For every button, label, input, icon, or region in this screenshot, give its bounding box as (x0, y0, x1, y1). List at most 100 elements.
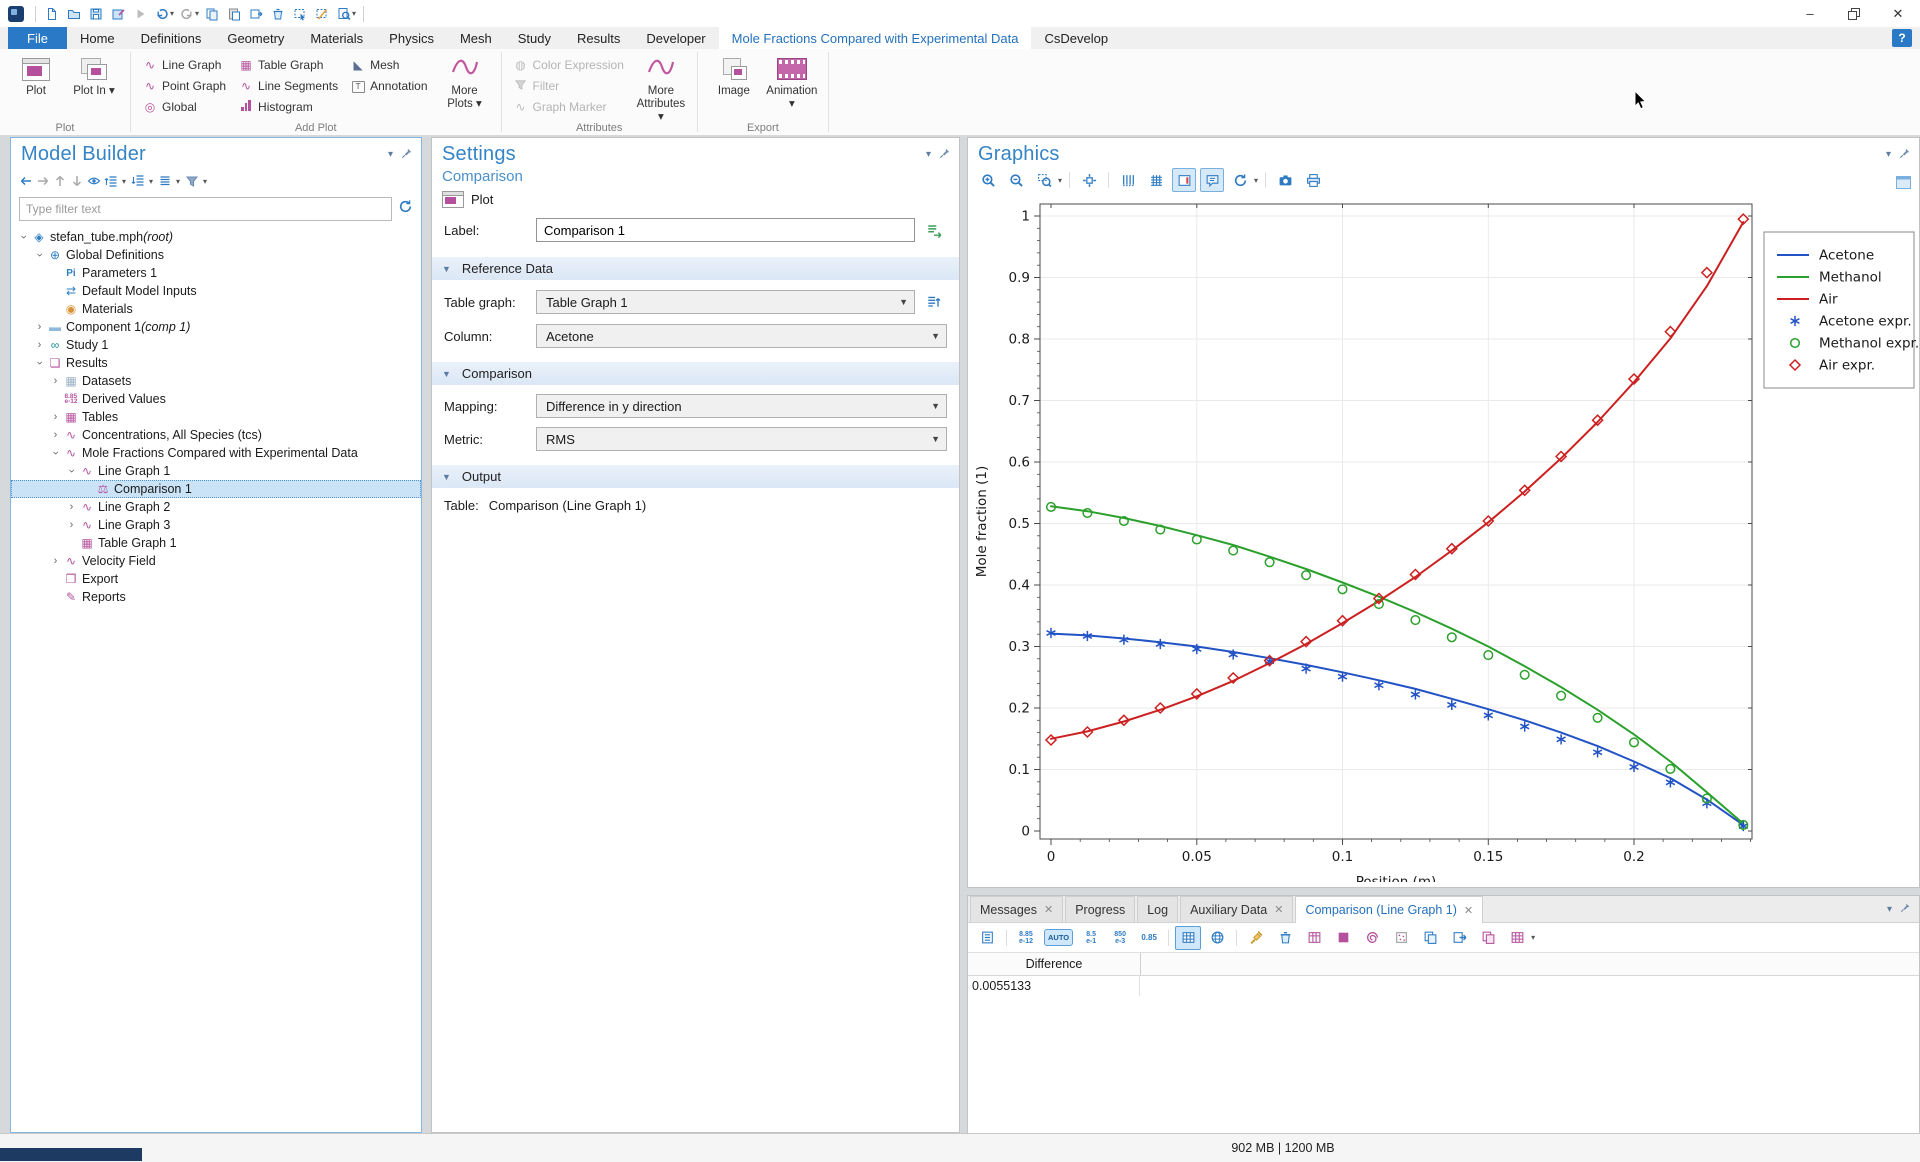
sphere-view-button[interactable] (1204, 926, 1230, 950)
format-engineering-button[interactable]: 8.5e-1 (1078, 926, 1104, 950)
settings-plot-button[interactable]: Plot (442, 191, 959, 208)
tree-item-reports[interactable]: ✎Reports (11, 588, 421, 606)
grid-button[interactable] (1144, 168, 1168, 192)
close-button[interactable]: ✕ (1876, 0, 1920, 27)
menu-tab-home[interactable]: Home (67, 27, 128, 49)
help-button[interactable]: ? (1892, 29, 1912, 47)
copy-table-button[interactable] (1417, 926, 1443, 950)
deselect-button[interactable] (311, 3, 333, 25)
plot-table-data-button[interactable] (1359, 926, 1385, 950)
menu-tab-study[interactable]: Study (505, 27, 564, 49)
add-table-button[interactable] (1301, 926, 1327, 950)
ribbon-button-more-plots[interactable]: More Plots ▾ (437, 52, 493, 113)
ribbon-button-annotation[interactable]: TAnnotation (346, 75, 431, 96)
tree-item-tables[interactable]: ›▦Tables (11, 408, 421, 426)
move-down-button[interactable] (70, 174, 84, 188)
pin-icon[interactable] (1899, 147, 1911, 162)
chevron-down-icon[interactable]: ▾ (1058, 176, 1062, 185)
tree-item-derived-values[interactable]: 8.85e-12Derived Values (11, 390, 421, 408)
collapse-arrow-icon[interactable]: › (50, 447, 62, 460)
ribbon-button-image[interactable]: Image (706, 52, 762, 100)
pattern-button[interactable] (1388, 926, 1414, 950)
new-file-button[interactable] (41, 3, 63, 25)
move-up-button[interactable] (53, 174, 67, 188)
back-button[interactable] (19, 174, 33, 188)
info-tab-auxiliary-data[interactable]: Auxiliary Data✕ (1180, 896, 1293, 922)
collapse-arrow-icon[interactable]: › (34, 357, 46, 370)
info-tab-progress[interactable]: Progress (1065, 896, 1135, 922)
menu-tab-results[interactable]: Results (564, 27, 633, 49)
ribbon-button-animation[interactable]: Animation ▾ (764, 52, 820, 113)
section-comparison[interactable]: ▼ Comparison (432, 362, 959, 385)
expand-arrow-icon[interactable]: › (49, 429, 62, 441)
table-grid-button[interactable] (1504, 926, 1530, 950)
tree-item-parameters-1[interactable]: PiParameters 1 (11, 264, 421, 282)
pin-icon[interactable] (401, 147, 413, 162)
show-button[interactable] (87, 174, 101, 188)
close-tab-icon[interactable]: ✕ (1274, 903, 1283, 916)
tree-item-mole-fractions-compared-with-experimental-data[interactable]: ›∿Mole Fractions Compared with Experimen… (11, 444, 421, 462)
collapse-arrow-icon[interactable]: › (66, 465, 78, 478)
minimize-button[interactable]: – (1788, 0, 1832, 27)
metric-combobox[interactable]: RMS ▼ (536, 427, 947, 451)
section-reference-data[interactable]: ▼ Reference Data (432, 257, 959, 280)
expand-arrow-icon[interactable]: › (33, 321, 46, 333)
save-button[interactable] (85, 3, 107, 25)
rename-icon[interactable] (921, 217, 947, 243)
panel-menu-icon[interactable]: ▾ (1887, 904, 1892, 915)
tooltip-button[interactable] (1200, 168, 1224, 192)
export-table-button[interactable] (1446, 926, 1472, 950)
chevron-down-icon[interactable]: ▾ (149, 177, 153, 186)
ribbon-button-mesh[interactable]: ◣Mesh (346, 54, 431, 75)
delete-table-button[interactable] (1272, 926, 1298, 950)
chevron-down-icon[interactable]: ▾ (203, 177, 207, 186)
tree-item-export[interactable]: ❒Export (11, 570, 421, 588)
chevron-down-icon[interactable]: ▾ (176, 177, 180, 186)
tree-item-comparison-1[interactable]: ⚖Comparison 1 (11, 480, 421, 498)
close-tab-icon[interactable]: ✕ (1464, 904, 1473, 917)
column-combobox[interactable]: Acetone ▼ (536, 324, 947, 348)
tree-item-line-graph-1[interactable]: ›∿Line Graph 1 (11, 462, 421, 480)
tree-item-velocity-field[interactable]: ›∿Velocity Field (11, 552, 421, 570)
format-compact-button[interactable]: 850e-3 (1107, 926, 1133, 950)
full-precision-button[interactable] (1175, 926, 1201, 950)
collapse-arrow-icon[interactable]: › (18, 231, 30, 244)
tree-item-materials[interactable]: ◉Materials (11, 300, 421, 318)
ribbon-button-line-segments[interactable]: ∿Line Segments (234, 75, 342, 96)
tree-item-component-1[interactable]: ›▬Component 1 (comp 1) (11, 318, 421, 336)
chevron-down-icon[interactable]: ▾ (195, 9, 199, 18)
panel-menu-icon[interactable]: ▾ (926, 149, 931, 160)
restore-button[interactable] (1832, 0, 1876, 27)
format-scientific-button[interactable]: 8.85e-12 (1013, 926, 1039, 950)
tree-item-stefan-tube-mph[interactable]: ›◈stefan_tube.mph (root) (11, 228, 421, 246)
expand-all-button[interactable] (131, 174, 145, 188)
chevron-down-icon[interactable]: ▾ (122, 177, 126, 186)
format-automatic-button[interactable]: AUTO (1042, 926, 1075, 950)
forward-button[interactable] (36, 174, 50, 188)
pin-icon[interactable] (939, 147, 951, 162)
zoom-out-button[interactable] (1004, 168, 1028, 192)
menu-tab-csdevelop[interactable]: CsDevelop (1031, 27, 1121, 49)
copy-button[interactable] (201, 3, 223, 25)
section-output[interactable]: ▼ Output (432, 465, 959, 488)
grid-x-button[interactable] (1116, 168, 1140, 192)
print-button[interactable] (1301, 168, 1325, 192)
menu-tab-materials[interactable]: Materials (297, 27, 376, 49)
zoom-box-button[interactable] (1032, 168, 1056, 192)
go-to-source-icon[interactable] (921, 289, 947, 315)
ribbon-button-plot[interactable]: Plot (8, 52, 64, 100)
tree-item-line-graph-2[interactable]: ›∿Line Graph 2 (11, 498, 421, 516)
tree-item-datasets[interactable]: ›▦Datasets (11, 372, 421, 390)
ribbon-button-point-graph[interactable]: ∿Point Graph (138, 75, 230, 96)
panel-menu-icon[interactable]: ▾ (1886, 149, 1891, 160)
tree-item-results[interactable]: ›❏Results (11, 354, 421, 372)
select-box-button[interactable] (289, 3, 311, 25)
filter-funnel-button[interactable] (185, 174, 199, 188)
table-row[interactable]: 0.0055133 (968, 976, 1919, 996)
chevron-down-icon[interactable]: ▾ (1254, 176, 1258, 185)
refresh-button[interactable] (1228, 168, 1252, 192)
expand-arrow-icon[interactable]: › (33, 339, 46, 351)
label-input[interactable] (536, 218, 915, 242)
info-tab-comparison-line-graph-1[interactable]: Comparison (Line Graph 1)✕ (1295, 896, 1483, 923)
menu-tab-physics[interactable]: Physics (376, 27, 447, 49)
